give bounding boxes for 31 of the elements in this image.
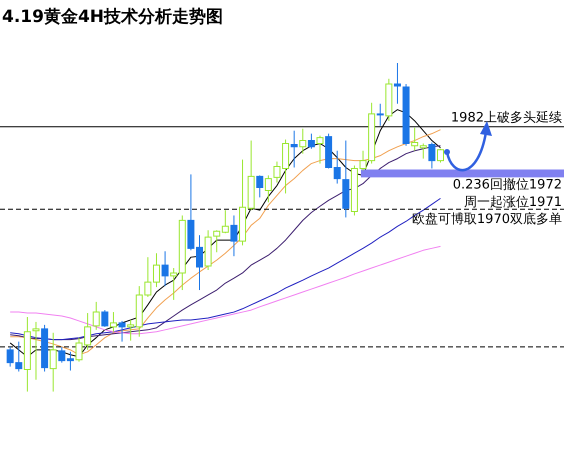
candlestick	[299, 128, 306, 154]
candlestick	[110, 312, 117, 332]
candlestick	[127, 319, 134, 342]
candlestick	[308, 133, 315, 150]
candlestick	[50, 332, 57, 392]
candlestick	[428, 142, 436, 169]
candlestick	[101, 310, 108, 328]
ref-line-label: 欧盘可博取1970双底多单	[412, 212, 562, 228]
candlestick	[411, 127, 418, 152]
text: 周一起涨位1971	[464, 195, 562, 210]
candlestick	[230, 214, 238, 257]
candlestick	[213, 230, 220, 253]
candlestick	[92, 301, 100, 330]
candlestick	[118, 320, 126, 342]
candlestick	[264, 174, 272, 203]
candlestick	[170, 268, 178, 300]
candlestick	[32, 321, 40, 380]
band-label: 0.236回撤位1972	[452, 177, 562, 192]
candlestick	[256, 174, 264, 198]
ref-line-label: 1982上破多头延续	[450, 110, 562, 126]
candlestick	[394, 62, 401, 104]
candlestick	[290, 130, 298, 168]
candlestick	[162, 250, 169, 287]
chart-title: 4.19黄金4H技术分析走势图	[2, 7, 223, 27]
candlestick	[222, 210, 229, 234]
candlestick	[436, 148, 444, 164]
candlestick	[15, 341, 22, 372]
candlestick	[6, 346, 14, 368]
candlestick	[376, 103, 384, 126]
candlestick	[316, 135, 324, 164]
candlestick	[420, 143, 427, 160]
